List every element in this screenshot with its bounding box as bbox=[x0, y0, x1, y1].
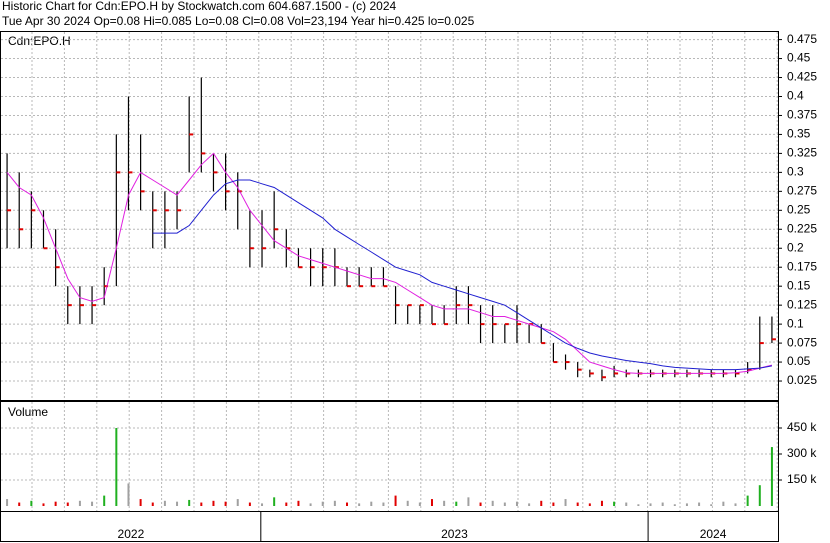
volume-bar bbox=[564, 499, 567, 506]
y-tick-label: 0.125 bbox=[787, 297, 817, 311]
volume-bar bbox=[273, 497, 276, 506]
volume-bar bbox=[358, 503, 361, 506]
volume-bar bbox=[297, 500, 300, 506]
volume-bar bbox=[758, 485, 761, 506]
volume-bar bbox=[18, 502, 21, 506]
time-axis-frame bbox=[0, 511, 779, 542]
volume-bar bbox=[394, 495, 397, 506]
volume-bar bbox=[613, 501, 616, 506]
volume-bar bbox=[54, 501, 57, 506]
y-tick-label: 0.275 bbox=[787, 184, 817, 198]
volume-bar bbox=[200, 502, 203, 506]
volume-bar bbox=[261, 503, 264, 506]
volume-bar bbox=[515, 501, 518, 506]
volume-bar bbox=[333, 500, 336, 506]
volume-bar bbox=[406, 500, 409, 506]
volume-bar bbox=[685, 503, 688, 506]
volume-bar bbox=[467, 497, 470, 506]
volume-bar bbox=[455, 501, 458, 506]
volume-bar bbox=[430, 499, 433, 506]
volume-bar bbox=[770, 447, 773, 506]
volume-bar bbox=[236, 499, 239, 506]
volume-bar bbox=[503, 502, 506, 506]
y-tick-label: 300 k bbox=[787, 446, 817, 460]
volume-bar bbox=[600, 500, 603, 506]
volume-bar bbox=[151, 502, 154, 506]
y-tick-label: 0.175 bbox=[787, 259, 817, 273]
volume-bar bbox=[673, 504, 676, 506]
volume-bar bbox=[78, 500, 81, 506]
y-tick-label: 0.225 bbox=[787, 221, 817, 235]
volume-bar bbox=[637, 504, 640, 506]
volume-bar bbox=[382, 502, 385, 506]
volume-bar bbox=[66, 502, 69, 506]
volume-bar bbox=[746, 495, 749, 506]
symbol-label: Cdn:EPO.H bbox=[8, 34, 71, 48]
moving-average bbox=[152, 179, 772, 371]
moving-average bbox=[6, 152, 773, 374]
period-label: 2022 bbox=[118, 527, 145, 541]
y-tick-label: 0.425 bbox=[787, 70, 817, 84]
header-line: Historic Chart for Cdn:EPO.H by Stockwat… bbox=[2, 0, 396, 13]
y-tick-label: 0.025 bbox=[787, 373, 817, 387]
volume-bar bbox=[698, 502, 701, 506]
y-tick-label: 0.45 bbox=[787, 51, 811, 65]
y-tick-label: 0.05 bbox=[787, 354, 811, 368]
volume-bar bbox=[248, 502, 251, 506]
volume-bar bbox=[285, 502, 288, 506]
y-tick-label: 0.075 bbox=[787, 335, 817, 349]
period-label: 2023 bbox=[441, 527, 468, 541]
volume-bar bbox=[163, 500, 166, 506]
volume-bar bbox=[722, 501, 725, 506]
volume-bar bbox=[552, 502, 555, 506]
volume-bar bbox=[576, 502, 579, 506]
y-tick-label: 0.4 bbox=[787, 89, 804, 103]
volume-bar bbox=[224, 501, 227, 506]
y-tick-label: 0.325 bbox=[787, 146, 817, 160]
volume-bar bbox=[588, 503, 591, 506]
y-tick-label: 0.1 bbox=[787, 316, 804, 330]
y-tick-label: 0.15 bbox=[787, 278, 811, 292]
volume-bar bbox=[91, 501, 94, 506]
volume-bar bbox=[370, 501, 373, 506]
volume-bar bbox=[443, 500, 446, 506]
volume-bar bbox=[710, 504, 713, 506]
y-tick-label: 450 k bbox=[787, 420, 817, 434]
volume-bar bbox=[346, 502, 349, 506]
volume-bar bbox=[42, 503, 45, 506]
y-tick-label: 0.375 bbox=[787, 108, 817, 122]
volume-bar bbox=[418, 502, 421, 506]
volume-bar bbox=[212, 500, 215, 506]
volume-bar bbox=[309, 503, 312, 506]
volume-bar bbox=[625, 502, 628, 506]
header-line: Tue Apr 30 2024 Op=0.08 Hi=0.085 Lo=0.08… bbox=[2, 14, 475, 28]
volume-label: Volume bbox=[8, 405, 48, 419]
y-tick-label: 0.475 bbox=[787, 32, 817, 46]
y-tick-label: 150 k bbox=[787, 472, 817, 486]
volume-bar bbox=[479, 502, 482, 506]
y-tick-label: 0.3 bbox=[787, 165, 804, 179]
volume-bar bbox=[103, 495, 106, 506]
volume-bar bbox=[540, 500, 543, 506]
volume-bar bbox=[30, 500, 33, 506]
price-frame bbox=[0, 31, 779, 401]
volume-bar bbox=[115, 428, 118, 506]
volume-bar bbox=[661, 502, 664, 506]
volume-bar bbox=[6, 499, 9, 506]
volume-bar bbox=[321, 501, 324, 506]
y-tick-label: 0.2 bbox=[787, 240, 804, 254]
volume-bar bbox=[528, 503, 531, 506]
volume-bar bbox=[176, 501, 179, 506]
period-label: 2024 bbox=[700, 527, 727, 541]
volume-bar bbox=[127, 483, 130, 506]
volume-bar bbox=[491, 500, 494, 506]
y-tick-label: 0.35 bbox=[787, 127, 811, 141]
volume-bar bbox=[188, 499, 191, 506]
volume-bar bbox=[734, 503, 737, 506]
volume-bar bbox=[139, 499, 142, 506]
y-tick-label: 0.25 bbox=[787, 202, 811, 216]
volume-bar bbox=[649, 503, 652, 506]
